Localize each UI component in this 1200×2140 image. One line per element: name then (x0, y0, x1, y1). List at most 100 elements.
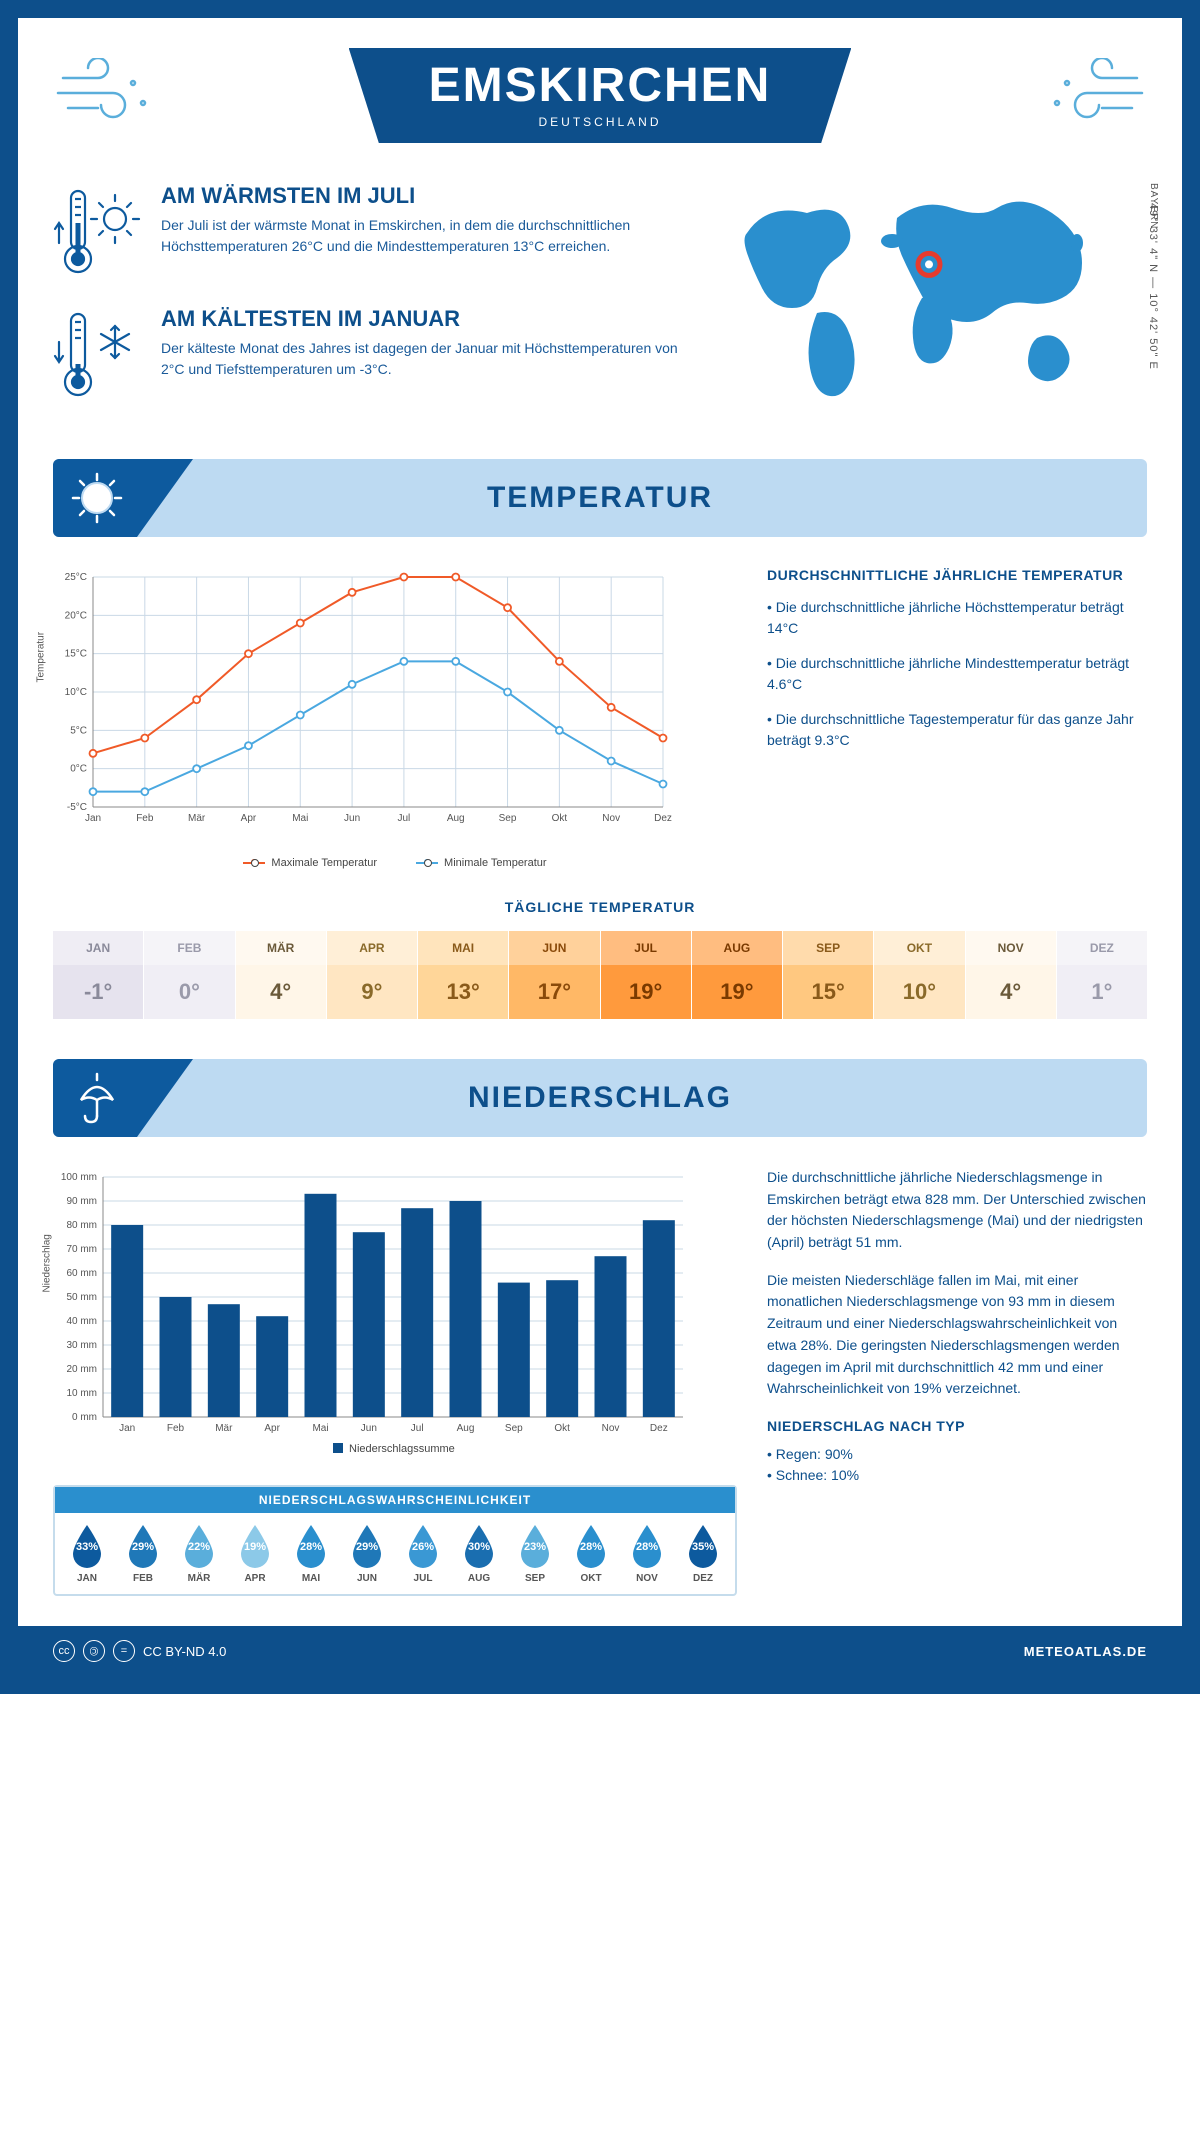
daily-temp-cell: NOV4° (966, 931, 1057, 1019)
svg-text:80 mm: 80 mm (66, 1220, 97, 1231)
raindrop-icon: 26% (404, 1523, 442, 1569)
sun-icon (69, 470, 125, 526)
infographic-frame: EMSKIRCHEN DEUTSCHLAND AM WÄRMSTEN IM JU… (0, 0, 1200, 1694)
svg-text:Feb: Feb (167, 1423, 185, 1434)
temp-value: -1° (53, 965, 143, 1019)
svg-text:Sep: Sep (505, 1423, 523, 1434)
probability-value: 23% (524, 1541, 546, 1553)
svg-text:20°C: 20°C (65, 610, 87, 621)
svg-text:70 mm: 70 mm (66, 1244, 97, 1255)
svg-text:Nov: Nov (602, 1423, 620, 1434)
svg-text:15°C: 15°C (65, 649, 87, 660)
svg-text:Dez: Dez (654, 813, 672, 824)
month-label: OKT (563, 1573, 619, 1584)
precip-summary: Die durchschnittliche jährliche Niedersc… (767, 1167, 1147, 1596)
precip-para: Die meisten Niederschläge fallen im Mai,… (767, 1270, 1147, 1400)
temperature-title: TEMPERATUR (487, 481, 713, 515)
temp-summary-title: DURCHSCHNITTLICHE JÄHRLICHE TEMPERATUR (767, 567, 1147, 583)
temperature-summary: DURCHSCHNITTLICHE JÄHRLICHE TEMPERATUR •… (767, 567, 1147, 869)
svg-text:0°C: 0°C (70, 764, 87, 775)
svg-text:60 mm: 60 mm (66, 1268, 97, 1279)
svg-text:Apr: Apr (264, 1423, 280, 1434)
daily-temp-cell: SEP15° (783, 931, 874, 1019)
svg-text:30 mm: 30 mm (66, 1340, 97, 1351)
raindrop-icon: 22% (180, 1523, 218, 1569)
month-label: APR (327, 931, 417, 965)
temp-value: 4° (236, 965, 326, 1019)
probability-value: 28% (636, 1541, 658, 1553)
probability-cell: 28%NOV (619, 1523, 675, 1584)
probability-value: 35% (692, 1541, 714, 1553)
svg-text:100 mm: 100 mm (61, 1172, 97, 1183)
probability-cell: 30% AUG (451, 1523, 507, 1584)
warmest-text: Der Juli ist der wärmste Monat in Emskir… (161, 215, 697, 257)
daily-temp-cell: MAI13° (418, 931, 509, 1019)
y-axis-label: Temperatur (36, 632, 47, 683)
svg-text:Jan: Jan (85, 813, 101, 824)
daily-temp-title: TÄGLICHE TEMPERATUR (53, 899, 1147, 915)
page-title: EMSKIRCHEN (429, 58, 772, 113)
temp-bullet: • Die durchschnittliche Tagestemperatur … (767, 709, 1147, 751)
wind-icon (53, 58, 163, 128)
header: EMSKIRCHEN DEUTSCHLAND (53, 38, 1147, 173)
probability-cell: 23%SEP (507, 1523, 563, 1584)
coldest-block: AM KÄLTESTEN IM JANUAR Der kälteste Mona… (53, 306, 697, 407)
raindrop-icon: 33% (68, 1523, 106, 1569)
svg-text:Jun: Jun (344, 813, 360, 824)
probability-cell: 29%FEB (115, 1523, 171, 1584)
probability-title: NIEDERSCHLAGSWAHRSCHEINLICHKEIT (55, 1487, 735, 1513)
svg-text:Mai: Mai (312, 1423, 328, 1434)
coords-label: 49° 33' 4" N — 10° 42' 50" E (1147, 203, 1159, 370)
raindrop-icon: 35% (684, 1523, 722, 1569)
svg-text:Okt: Okt (554, 1423, 570, 1434)
svg-text:Mär: Mär (215, 1423, 233, 1434)
y-axis-label: Niederschlag (42, 1234, 53, 1292)
chart-legend: Maximale Temperatur Minimale Temperatur (53, 855, 737, 869)
probability-value: 22% (188, 1541, 210, 1553)
precip-type-item: • Schnee: 10% (767, 1465, 1147, 1487)
coldest-title: AM KÄLTESTEN IM JANUAR (161, 306, 697, 332)
temp-value: 0° (144, 965, 234, 1019)
month-label: JAN (53, 931, 143, 965)
coldest-text: Der kälteste Monat des Jahres ist dagege… (161, 338, 697, 380)
raindrop-icon: 28% (572, 1523, 610, 1569)
temperature-line-chart: Temperatur -5°C0°C5°C10°C15°C20°C25°CJan… (53, 567, 737, 869)
raindrop-icon: 19% (236, 1523, 274, 1569)
svg-text:5°C: 5°C (70, 725, 87, 736)
temp-value: 1° (1057, 965, 1147, 1019)
license-text: CC BY-ND 4.0 (143, 1644, 226, 1659)
precip-section-header: NIEDERSCHLAG (53, 1059, 1147, 1137)
month-label: NOV (966, 931, 1056, 965)
month-label: DEZ (675, 1573, 731, 1584)
raindrop-icon: 28% (628, 1523, 666, 1569)
month-label: OKT (874, 931, 964, 965)
precip-title: NIEDERSCHLAG (468, 1081, 732, 1115)
svg-text:25°C: 25°C (65, 572, 87, 583)
svg-text:Jan: Jan (119, 1423, 135, 1434)
probability-value: 28% (300, 1541, 322, 1553)
temp-bullet: • Die durchschnittliche jährliche Höchst… (767, 597, 1147, 639)
probability-value: 26% (412, 1541, 434, 1553)
month-label: AUG (451, 1573, 507, 1584)
month-label: JAN (59, 1573, 115, 1584)
probability-box: NIEDERSCHLAGSWAHRSCHEINLICHKEIT 33%JAN29… (53, 1485, 737, 1596)
cc-icon: cc (53, 1640, 75, 1662)
precip-type-title: NIEDERSCHLAG NACH TYP (767, 1416, 1147, 1438)
svg-text:Apr: Apr (241, 813, 257, 824)
svg-text:Niederschlagssumme: Niederschlagssumme (349, 1443, 455, 1455)
temp-value: 19° (601, 965, 691, 1019)
svg-text:Aug: Aug (447, 813, 465, 824)
month-label: JUN (509, 931, 599, 965)
probability-cell: 22%MÄR (171, 1523, 227, 1584)
footer: cc 🄯 = CC BY-ND 4.0 METEOATLAS.DE (18, 1626, 1182, 1676)
raindrop-icon: 30% (460, 1523, 498, 1569)
daily-temp-cell: AUG19° (692, 931, 783, 1019)
precip-bar-chart: Niederschlag 0 mm10 mm20 mm30 mm40 mm50 … (53, 1167, 693, 1467)
probability-cell: 29%JUN (339, 1523, 395, 1584)
svg-text:10°C: 10°C (65, 687, 87, 698)
probability-cell: 28%MAI (283, 1523, 339, 1584)
daily-temp-cell: FEB0° (144, 931, 235, 1019)
warmest-title: AM WÄRMSTEN IM JULI (161, 183, 697, 209)
daily-temp-cell: DEZ1° (1057, 931, 1147, 1019)
temp-value: 10° (874, 965, 964, 1019)
